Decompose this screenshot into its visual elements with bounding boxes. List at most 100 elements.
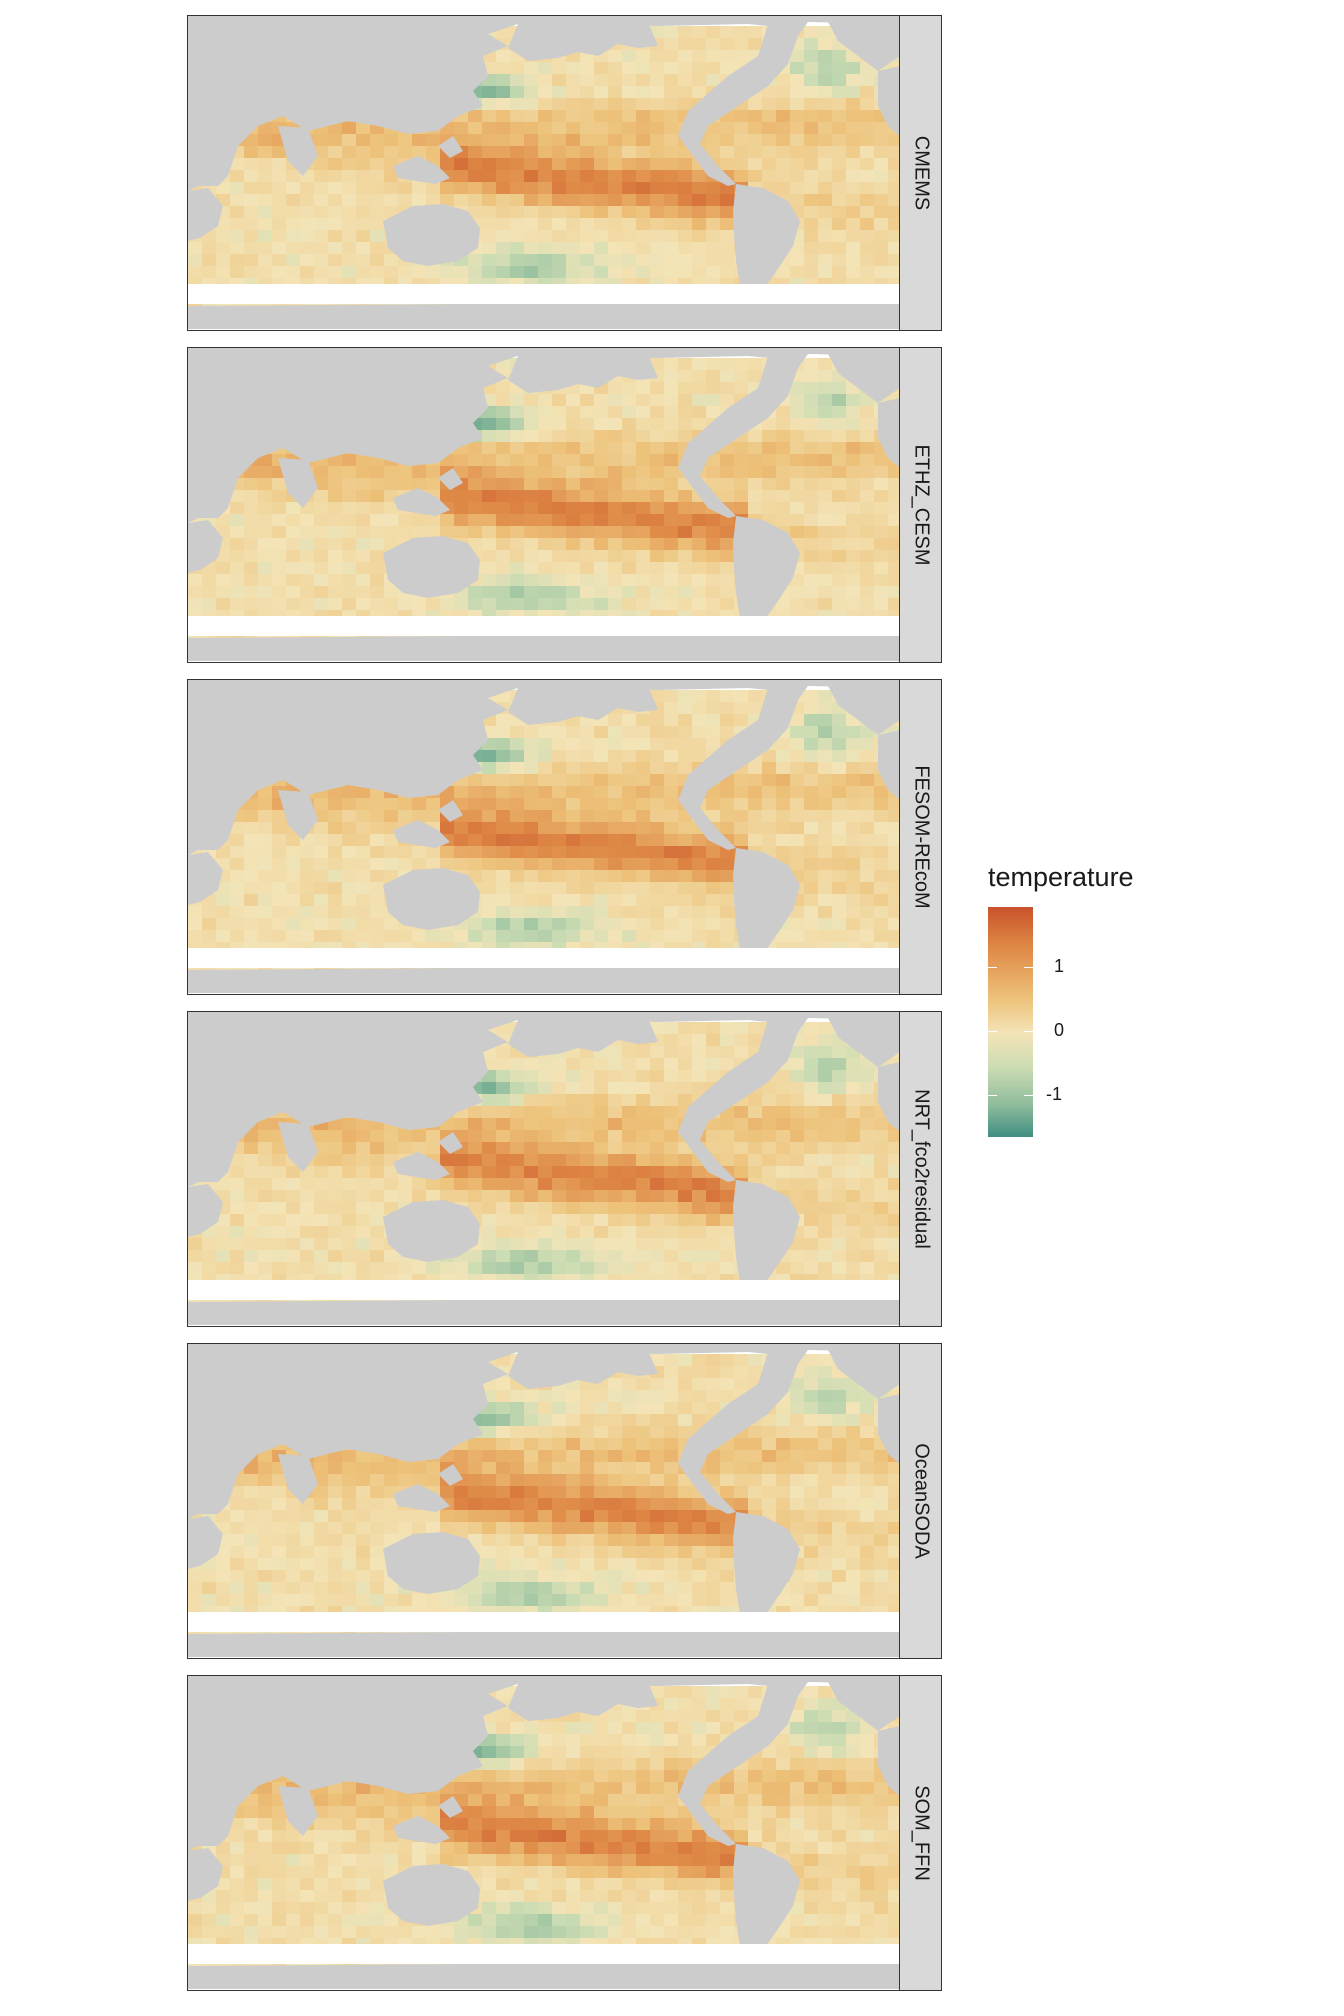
grid-cell <box>258 454 272 466</box>
grid-cell <box>888 466 900 478</box>
grid-cell <box>552 418 566 430</box>
grid-cell <box>202 906 216 918</box>
grid-cell <box>804 1130 818 1142</box>
grid-cell <box>664 786 678 798</box>
grid-cell <box>566 514 580 526</box>
grid-cell <box>594 870 608 882</box>
grid-cell <box>566 394 580 406</box>
grid-cell <box>412 1190 426 1202</box>
grid-cell <box>650 930 664 942</box>
grid-cell <box>748 358 762 370</box>
grid-cell <box>636 394 650 406</box>
grid-cell <box>706 538 720 550</box>
grid-cell <box>272 870 286 882</box>
grid-cell <box>650 86 664 98</box>
grid-cell <box>706 714 720 726</box>
grid-cell <box>314 1166 328 1178</box>
grid-cell <box>776 442 790 454</box>
grid-cell <box>678 194 692 206</box>
grid-cell <box>538 562 552 574</box>
grid-cell <box>888 550 900 562</box>
grid-cell <box>258 1250 272 1262</box>
grid-cell <box>650 1070 664 1082</box>
grid-cell <box>664 1094 678 1106</box>
grid-cell <box>314 254 328 266</box>
grid-cell <box>720 50 734 62</box>
grid-cell <box>832 598 846 610</box>
land-polygon <box>733 184 800 306</box>
grid-cell <box>580 134 594 146</box>
grid-cell <box>552 598 566 610</box>
grid-cell <box>496 1190 510 1202</box>
grid-cell <box>622 574 636 586</box>
grid-cell <box>888 218 900 230</box>
grid-cell <box>580 810 594 822</box>
grid-cell <box>580 1058 594 1070</box>
land-polygon <box>508 354 658 393</box>
grid-cell <box>566 762 580 774</box>
grid-cell <box>832 394 846 406</box>
grid-cell <box>566 1130 580 1142</box>
grid-cell <box>552 810 566 822</box>
grid-cell <box>468 1118 482 1130</box>
grid-cell <box>440 514 454 526</box>
grid-cell <box>762 774 776 786</box>
grid-cell <box>188 918 202 930</box>
grid-cell <box>342 538 356 550</box>
grid-cell <box>314 870 328 882</box>
grid-cell <box>706 358 720 370</box>
grid-cell <box>496 1238 510 1250</box>
grid-cell <box>832 798 846 810</box>
grid-cell <box>482 218 496 230</box>
grid-cell <box>594 230 608 242</box>
grid-cell <box>594 430 608 442</box>
grid-cell <box>496 146 510 158</box>
grid-cell <box>230 1250 244 1262</box>
grid-cell <box>650 1238 664 1250</box>
grid-cell <box>552 738 566 750</box>
grid-cell <box>314 182 328 194</box>
grid-cell <box>860 562 874 574</box>
grid-cell <box>650 466 664 478</box>
grid-cell <box>650 158 664 170</box>
grid-cell <box>804 146 818 158</box>
grid-cell <box>790 242 804 254</box>
grid-cell <box>482 1154 496 1166</box>
grid-cell <box>580 870 594 882</box>
grid-cell <box>370 514 384 526</box>
grid-cell <box>846 206 860 218</box>
grid-cell <box>286 170 300 182</box>
grid-cell <box>524 86 538 98</box>
grid-cell <box>636 1046 650 1058</box>
grid-cell <box>244 1166 258 1178</box>
grid-cell <box>202 598 216 610</box>
grid-cell <box>580 430 594 442</box>
grid-cell <box>538 146 552 158</box>
grid-cell <box>286 254 300 266</box>
grid-cell <box>580 86 594 98</box>
facet-strip: NRT_fco2residual <box>899 1012 941 1326</box>
grid-cell <box>608 206 622 218</box>
grid-cell <box>230 918 244 930</box>
grid-cell <box>412 1262 426 1274</box>
grid-cell <box>636 1178 650 1190</box>
grid-cell <box>776 1070 790 1082</box>
grid-cell <box>524 598 538 610</box>
grid-cell <box>328 254 342 266</box>
grid-cell <box>790 62 804 74</box>
grid-cell <box>244 1214 258 1226</box>
grid-cell <box>244 562 258 574</box>
grid-cell <box>552 1226 566 1238</box>
grid-cell <box>874 478 888 490</box>
grid-cell <box>762 466 776 478</box>
grid-cell <box>468 786 482 798</box>
grid-cell <box>776 786 790 798</box>
grid-cell <box>608 574 622 586</box>
grid-cell <box>706 194 720 206</box>
grid-cell <box>216 1178 230 1190</box>
grid-cell <box>818 1250 832 1262</box>
grid-cell <box>706 1226 720 1238</box>
grid-cell <box>594 894 608 906</box>
grid-cell <box>552 110 566 122</box>
grid-cell <box>622 454 636 466</box>
